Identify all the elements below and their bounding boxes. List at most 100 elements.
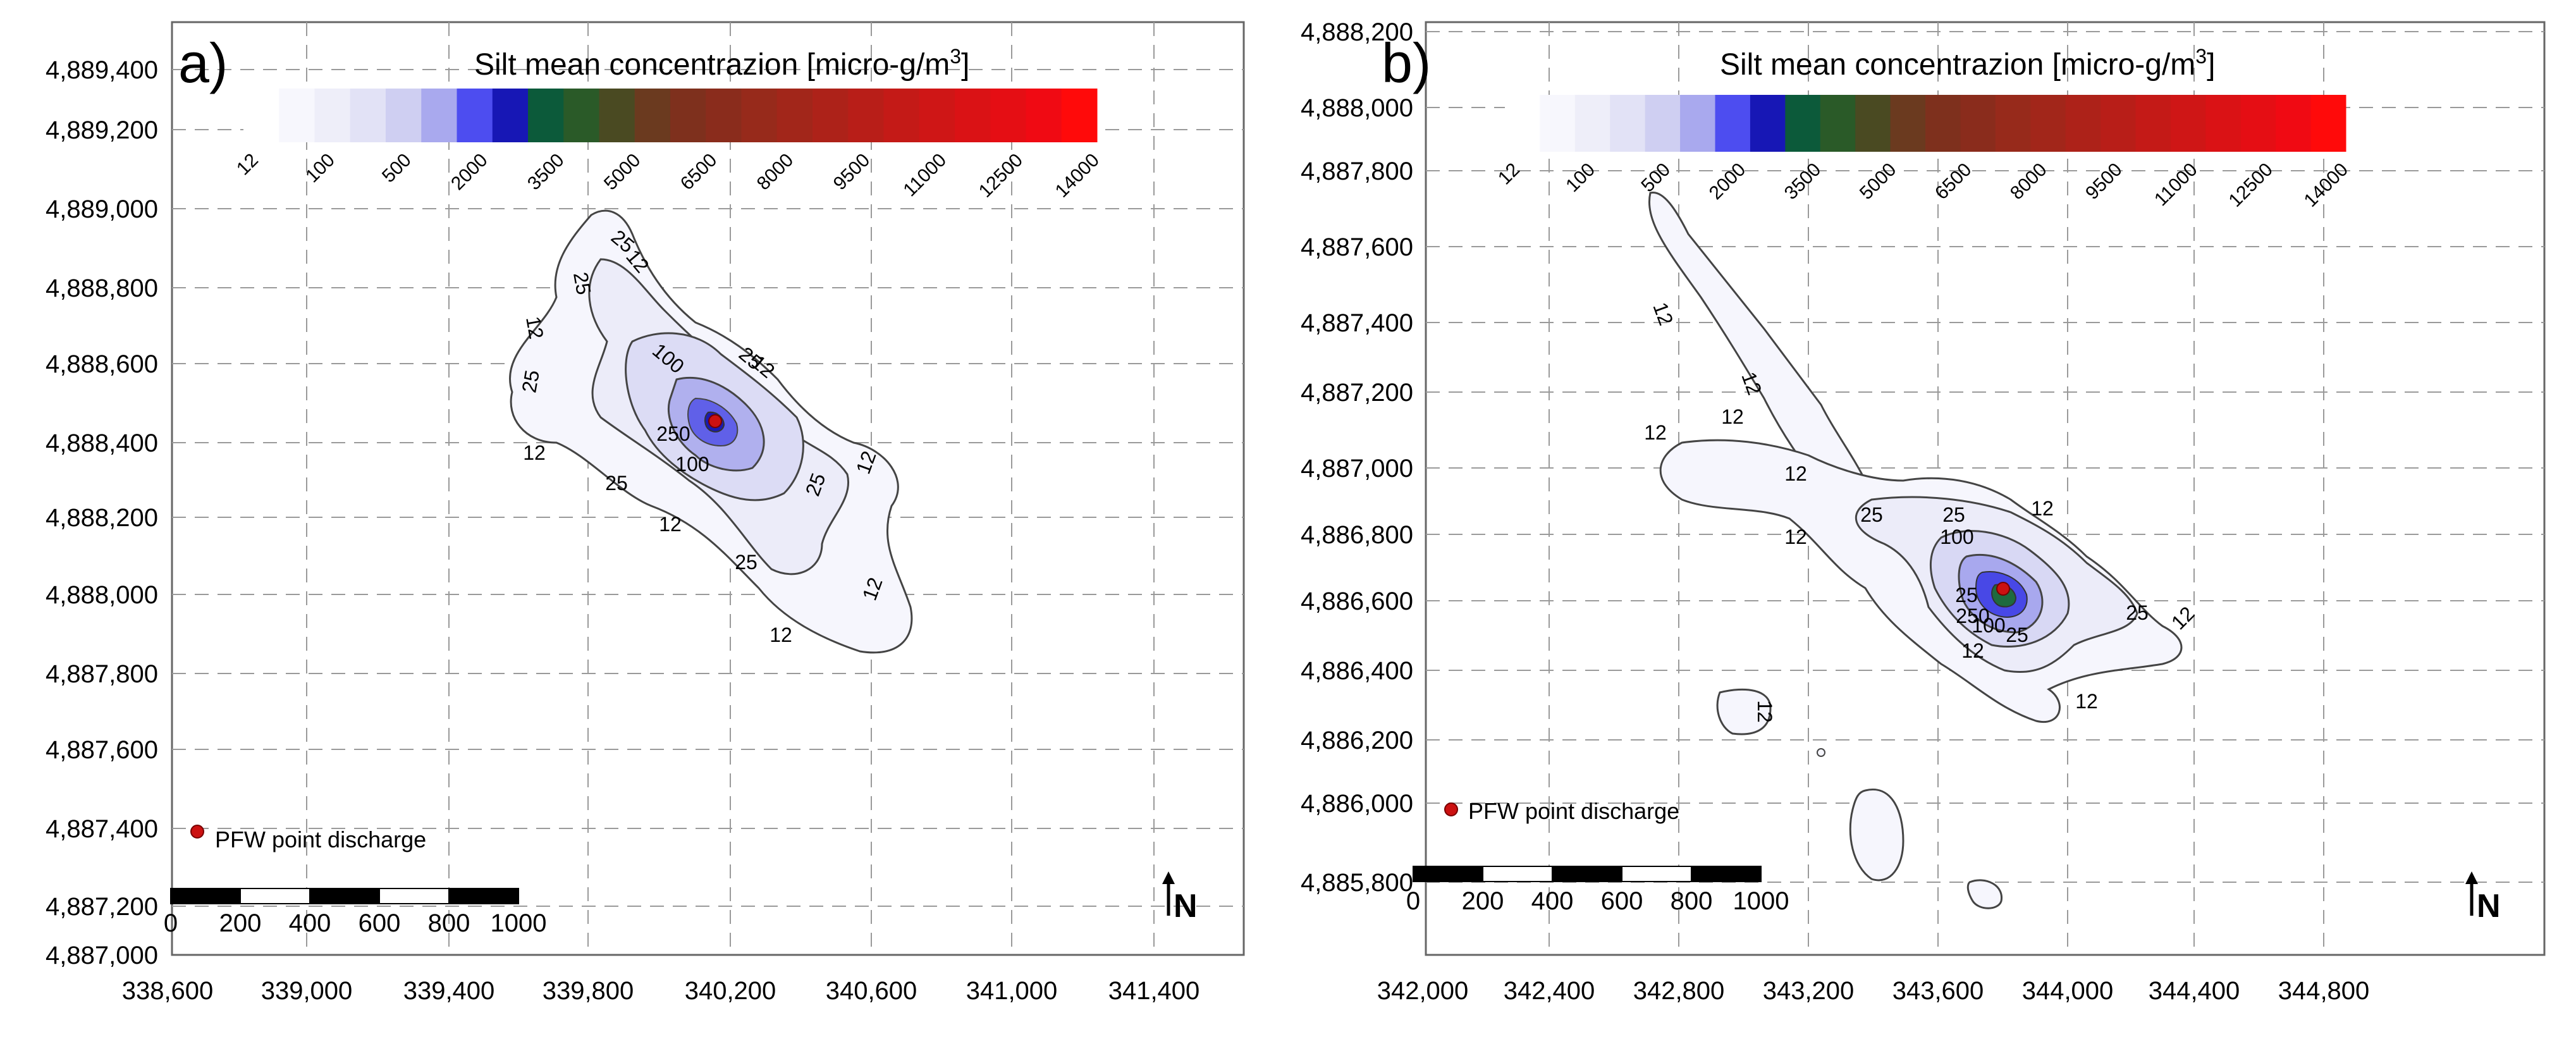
y-tick-label: 4,887,600: [1301, 233, 1413, 261]
colorbar-swatch: [563, 89, 599, 142]
x-tick-label: 339,800: [543, 977, 634, 1005]
colorbar-swatch: [634, 89, 671, 142]
contour-label: 12: [2031, 497, 2054, 520]
legend-discharge-marker-a: [190, 825, 204, 839]
colorbar-swatch: [243, 89, 279, 142]
colorbar-swatch: [2276, 95, 2312, 152]
contour-label: 12: [1961, 639, 1984, 662]
legend-label-b: PFW point discharge: [1468, 798, 1679, 824]
contour-12-island-3-b: [1849, 789, 1904, 882]
y-tick-label: 4,886,000: [1301, 790, 1413, 818]
x-tick-label: 342,000: [1377, 977, 1469, 1005]
contour-label: 25: [2006, 624, 2028, 646]
x-tick-label: 344,800: [2278, 977, 2370, 1005]
colorbar-swatch: [492, 89, 529, 142]
colorbar-swatch: [1610, 95, 1646, 152]
scale-bar-segment: [309, 888, 380, 904]
colorbar-swatch: [1890, 95, 1926, 152]
scale-bar-segment: [1413, 866, 1483, 882]
legend-discharge-marker-b: [1444, 802, 1458, 816]
scale-bar-segment: [1482, 866, 1553, 882]
colorbar-swatch: [1960, 95, 1996, 152]
y-tick-label: 4,889,000: [46, 195, 158, 223]
y-tick-label: 4,889,400: [46, 56, 158, 84]
colorbar-swatch: [1505, 95, 1540, 152]
scale-bar-label: 400: [289, 909, 331, 937]
panel-a: a) Silt mean concentrazion [micro-g/m3] …: [46, 21, 1245, 1005]
x-tick-label: 343,600: [1892, 977, 1984, 1005]
y-tick-label: 4,887,400: [46, 815, 158, 843]
y-tick-label: 4,888,200: [46, 504, 158, 532]
panel-label-b: b): [1382, 32, 1431, 94]
colorbar-swatch: [2101, 95, 2136, 152]
x-tick-label: 338,600: [122, 977, 214, 1005]
contour-label: 12: [1753, 700, 1776, 723]
colorbar-swatch: [421, 89, 457, 142]
contour-label: 25: [569, 270, 596, 296]
north-arrow-a: N: [1162, 871, 1198, 925]
colorbar-swatch: [1820, 95, 1856, 152]
colorbar-swatch: [776, 89, 813, 142]
y-tick-label: 4,886,800: [1301, 521, 1413, 549]
y-tick-label: 4,887,000: [46, 942, 158, 969]
colorbar-swatch: [1785, 95, 1821, 152]
y-axis-ticks-b: 4,888,200 4,888,000 4,887,800 4,887,600 4,88…: [1301, 18, 1413, 897]
colorbar-swatch: [2205, 95, 2242, 152]
colorbar-swatch: [2030, 95, 2066, 152]
x-tick-label: 341,000: [966, 977, 1058, 1005]
north-arrow-b: N: [2465, 871, 2501, 925]
colorbar-swatch: [741, 89, 778, 142]
scale-bar-label: 400: [1531, 887, 1574, 915]
colorbar-swatch: [1995, 95, 2031, 152]
contour-label: 12: [522, 314, 548, 340]
x-axis-ticks-a: 338,600 339,000 339,400 339,800 340,200 340,6…: [122, 977, 1200, 1005]
contour-label: 25: [1860, 503, 1883, 526]
x-axis-ticks-b: 342,000 342,400 342,800 343,200 343,600 344,0…: [1377, 977, 2370, 1005]
colorbar-swatch: [670, 89, 706, 142]
colorbar-swatch: [457, 89, 493, 142]
x-tick-label: 339,400: [403, 977, 495, 1005]
scale-bar-segment: [170, 888, 241, 904]
y-tick-label: 4,887,400: [1301, 309, 1413, 337]
colorbar-swatch: [314, 89, 351, 142]
contour-label: 12: [1784, 526, 1807, 548]
contour-label: 25: [735, 551, 757, 574]
colorbar-swatch: [955, 89, 991, 142]
colorbar-swatch: [599, 89, 635, 142]
colorbar-swatch: [1925, 95, 1961, 152]
colorbar-swatch: [350, 89, 386, 142]
x-tick-label: 342,800: [1633, 977, 1725, 1005]
y-tick-label: 4,888,600: [46, 350, 158, 378]
colorbar-swatch: [848, 89, 884, 142]
colorbar-swatch: [386, 89, 422, 142]
scale-bar-label: 0: [1406, 887, 1420, 915]
scale-bar-label: 800: [428, 909, 470, 937]
contour-label: 12: [770, 624, 792, 646]
contour-label: 12: [659, 513, 682, 536]
colorbar-swatch: [990, 89, 1026, 142]
contour-label: 12: [2075, 690, 2098, 713]
contour-label: 250: [1956, 605, 1989, 627]
colorbar-swatch: [1680, 95, 1715, 152]
colorbar-swatch: [919, 89, 955, 142]
colorbar-swatch: [528, 89, 564, 142]
contour-label: 12: [1721, 405, 1744, 428]
scale-bar-label: 1000: [491, 909, 547, 937]
contour-label: 25: [1942, 503, 1965, 526]
x-tick-label: 342,400: [1504, 977, 1595, 1005]
y-tick-label: 4,885,800: [1301, 869, 1413, 897]
contour-label: 25: [605, 472, 628, 495]
colorbar-swatch: [1645, 95, 1681, 152]
contour-label: 25: [1955, 584, 1978, 606]
colorbar-swatch: [813, 89, 849, 142]
colorbar-swatch: [1855, 95, 1891, 152]
y-tick-label: 4,887,200: [1301, 379, 1413, 407]
colorbar-swatch: [1574, 95, 1610, 152]
scale-bar-b: 0 200 400 600 800 1000: [1406, 866, 1789, 915]
y-tick-label: 4,889,200: [46, 116, 158, 144]
colorbar-b: [1505, 95, 2346, 152]
contour-12-island-2-b: [1817, 748, 1825, 757]
x-tick-label: 339,000: [261, 977, 353, 1005]
